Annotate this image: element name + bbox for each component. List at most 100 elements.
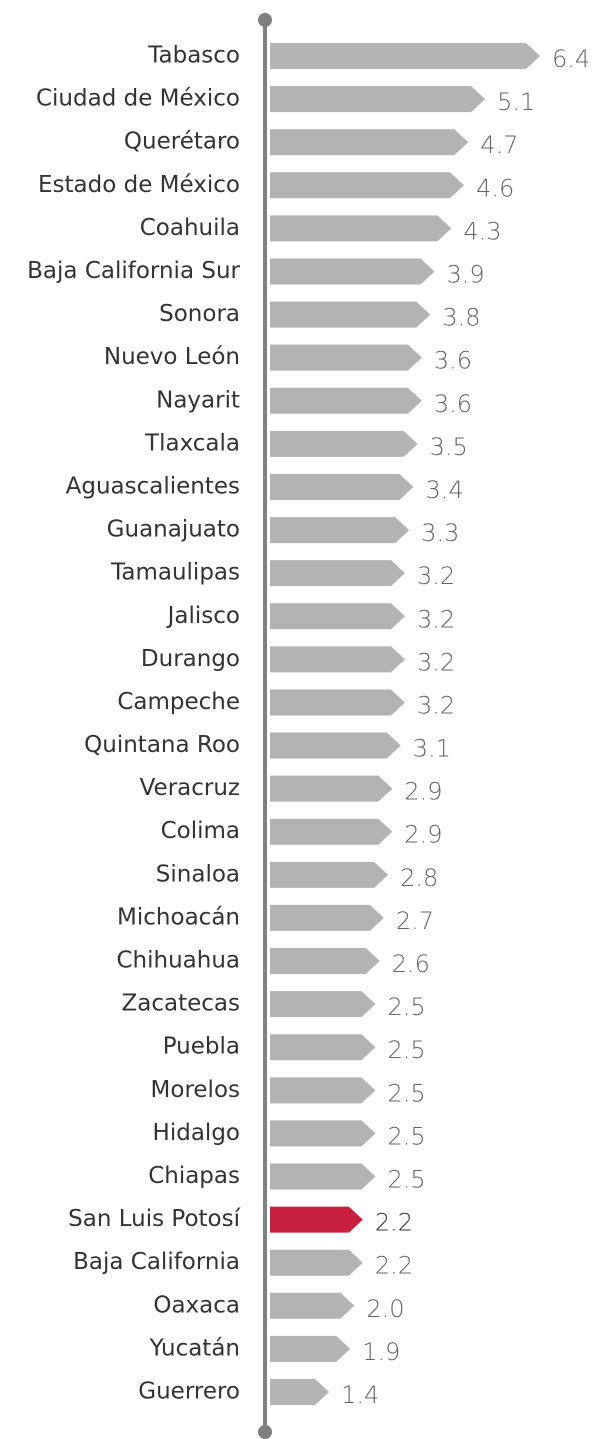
category-label: Coahuila — [140, 215, 240, 241]
value-label: 3.6 — [434, 347, 472, 375]
value-label: 2.7 — [396, 907, 434, 935]
axis-cap — [258, 1425, 272, 1439]
bar — [270, 689, 405, 716]
value-label: 3.2 — [417, 691, 455, 719]
bar — [270, 1120, 376, 1147]
bar — [270, 430, 418, 457]
category-label: San Luis Potosí — [68, 1206, 240, 1232]
bar — [270, 732, 401, 759]
bar — [270, 861, 389, 888]
value-label: 1.4 — [341, 1381, 379, 1409]
bar — [270, 560, 405, 587]
value-label: 3.2 — [417, 648, 455, 676]
value-label: 2.0 — [366, 1295, 404, 1323]
category-label: Oaxaca — [153, 1292, 240, 1318]
category-label: Aguascalientes — [66, 473, 240, 499]
category-label: Chiapas — [148, 1163, 240, 1189]
value-label: 2.5 — [387, 993, 425, 1021]
value-label: 2.8 — [400, 864, 438, 892]
bar — [270, 818, 393, 845]
category-label: Quintana Roo — [84, 732, 240, 758]
bar — [270, 129, 469, 156]
category-label: Querétaro — [124, 129, 240, 155]
bar — [270, 775, 393, 802]
value-label: 2.5 — [387, 1122, 425, 1150]
axis-cap — [258, 13, 272, 27]
category-label: Morelos — [151, 1077, 240, 1103]
category-label: Sonora — [159, 301, 240, 327]
value-label: 3.3 — [421, 519, 459, 547]
bar — [270, 301, 431, 328]
category-label: Nuevo León — [104, 344, 240, 370]
value-label: 3.1 — [413, 735, 451, 763]
category-label: Durango — [141, 646, 240, 672]
bar — [270, 1335, 351, 1362]
bar — [270, 948, 380, 975]
bar — [270, 646, 405, 673]
bar — [270, 473, 414, 500]
bar — [270, 344, 422, 371]
value-label: 4.6 — [476, 174, 514, 202]
bar — [270, 43, 540, 69]
value-label: 4.7 — [480, 131, 518, 159]
bar — [270, 904, 384, 931]
category-label: Yucatán — [149, 1335, 240, 1361]
category-label: Tabasco — [147, 43, 240, 69]
bar — [270, 387, 422, 414]
category-label: Estado de México — [38, 172, 240, 198]
value-label: 2.5 — [387, 1079, 425, 1107]
bar — [270, 1206, 363, 1233]
category-label: Ciudad de México — [36, 86, 240, 112]
value-label: 5.1 — [497, 88, 535, 116]
bar — [270, 172, 465, 199]
value-label: 2.5 — [387, 1036, 425, 1064]
bar — [270, 1077, 376, 1104]
category-label: Michoacán — [117, 904, 240, 930]
category-label: Veracruz — [140, 775, 240, 801]
bar — [270, 258, 435, 285]
category-label: Hidalgo — [153, 1120, 240, 1146]
value-label: 3.2 — [417, 562, 455, 590]
bar — [270, 1292, 355, 1319]
category-label: Zacatecas — [122, 991, 240, 1017]
value-label: 2.2 — [375, 1209, 413, 1237]
category-label: Puebla — [163, 1034, 240, 1060]
value-label: 3.6 — [434, 390, 472, 418]
value-label: 3.4 — [425, 476, 463, 504]
bar — [270, 1163, 376, 1190]
value-label: 2.2 — [375, 1252, 413, 1280]
value-label: 3.5 — [430, 433, 468, 461]
category-label: Tlaxcala — [144, 430, 240, 456]
value-label: 2.9 — [404, 778, 442, 806]
value-label: 3.8 — [442, 304, 480, 332]
bar — [270, 215, 452, 242]
category-label: Jalisco — [166, 603, 240, 629]
value-label: 2.9 — [404, 821, 442, 849]
bar — [270, 1379, 330, 1405]
value-label: 2.6 — [392, 950, 430, 978]
category-label: Campeche — [117, 689, 240, 715]
value-label: 3.9 — [447, 260, 485, 288]
value-label: 2.5 — [387, 1166, 425, 1194]
value-label: 3.2 — [417, 605, 455, 633]
value-label: 4.3 — [463, 217, 501, 245]
value-label: 1.9 — [362, 1338, 400, 1366]
category-label: Baja California — [73, 1249, 240, 1275]
category-label: Nayarit — [156, 387, 240, 413]
value-label: 6.4 — [552, 45, 590, 73]
bar — [270, 1249, 363, 1276]
bar — [270, 603, 405, 630]
category-label: Guanajuato — [107, 517, 240, 543]
category-label: Guerrero — [138, 1379, 240, 1405]
bar — [270, 517, 410, 544]
bar — [270, 991, 376, 1018]
bar — [270, 86, 486, 113]
category-label: Baja California Sur — [27, 258, 240, 284]
category-label: Chihuahua — [116, 948, 240, 974]
category-label: Sinaloa — [156, 861, 240, 887]
category-label: Colima — [161, 818, 240, 844]
category-label: Tamaulipas — [110, 560, 240, 586]
bar — [270, 1034, 376, 1061]
